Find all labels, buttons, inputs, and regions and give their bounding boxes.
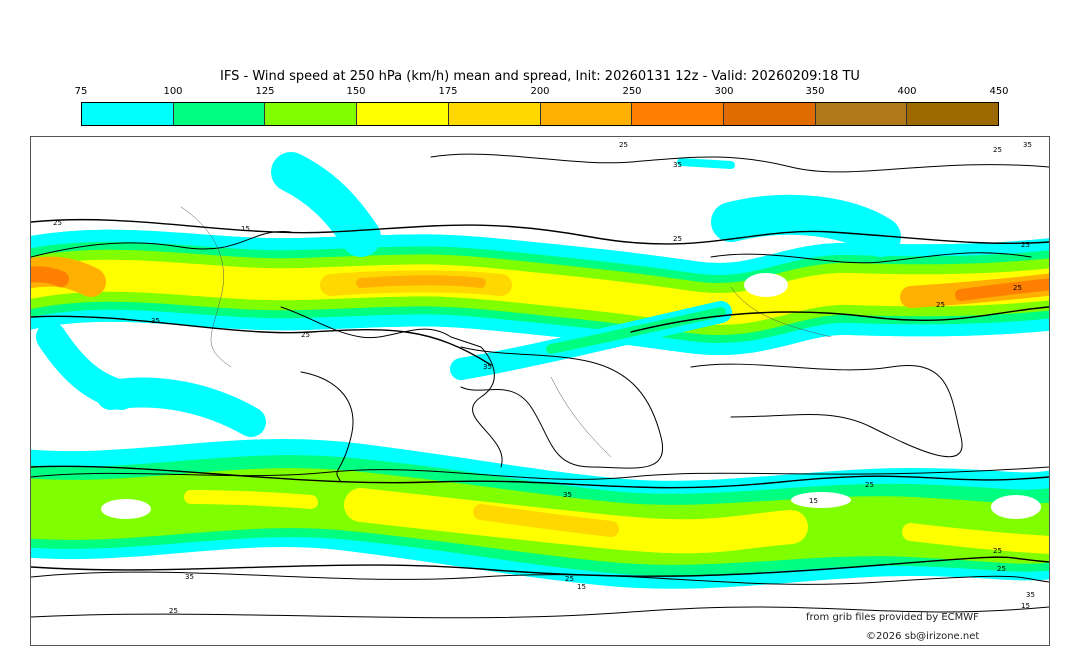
contour-label: 25 xyxy=(997,565,1006,573)
contour-label: 15 xyxy=(1021,602,1030,610)
data-source-credit: from grib files provided by ECMWF xyxy=(806,612,979,623)
contour-label: 25 xyxy=(1013,284,1022,292)
contour-label: 35 xyxy=(563,491,572,499)
color-scale-segment xyxy=(448,103,541,125)
map-canvas: 25 25 35 35 25 15 25 25 35 25 25 25 35 3… xyxy=(31,141,1049,619)
contour-label: 25 xyxy=(53,219,62,227)
color-scale-segment xyxy=(540,103,633,125)
legend-tick: 150 xyxy=(346,86,366,97)
color-scale-segment xyxy=(357,103,449,125)
color-scale-segment xyxy=(173,103,266,125)
legend-tick: 350 xyxy=(805,86,825,97)
legend-tick: 300 xyxy=(714,86,734,97)
color-scale-segment xyxy=(815,103,908,125)
contour-label: 25 xyxy=(169,607,178,615)
contour-label: 15 xyxy=(577,583,586,591)
contour-label: 35 xyxy=(673,161,682,169)
contour-label: 25 xyxy=(301,331,310,339)
southern-jet-stream xyxy=(31,439,1049,589)
color-scale-segment xyxy=(265,103,358,125)
wind-speed-map: 25 25 35 35 25 15 25 25 35 25 25 25 35 3… xyxy=(30,136,1050,646)
contour-label: 15 xyxy=(241,225,250,233)
color-scale-bar xyxy=(81,102,999,126)
chart-title: IFS - Wind speed at 250 hPa (km/h) mean … xyxy=(220,69,860,84)
contour-labels: 25 25 35 35 25 15 25 25 35 25 25 25 35 3… xyxy=(53,141,1035,615)
legend-tick: 250 xyxy=(622,86,642,97)
contour-label: 35 xyxy=(151,317,160,325)
contour-label: 35 xyxy=(1023,141,1032,149)
legend-tick: 125 xyxy=(255,86,275,97)
legend-tick: 450 xyxy=(989,86,1009,97)
contour-label: 25 xyxy=(865,481,874,489)
color-scale-segment xyxy=(723,103,816,125)
contour-label: 15 xyxy=(809,497,818,505)
color-scale-segment xyxy=(907,103,999,125)
legend-tick: 175 xyxy=(438,86,458,97)
contour-label: 35 xyxy=(185,573,194,581)
contour-label: 25 xyxy=(1021,241,1030,249)
contour-lines xyxy=(31,218,1049,577)
color-scale-segment xyxy=(632,103,724,125)
legend-tick: 100 xyxy=(163,86,183,97)
contour-label: 35 xyxy=(1026,591,1035,599)
color-scale-segment xyxy=(82,103,174,125)
contour-label: 25 xyxy=(993,547,1002,555)
contour-label: 25 xyxy=(673,235,682,243)
contour-label: 25 xyxy=(619,141,628,149)
contour-label: 35 xyxy=(483,363,492,371)
legend-tick: 200 xyxy=(530,86,550,97)
contour-label: 25 xyxy=(993,146,1002,154)
copyright-credit: ©2026 sb@irizone.net xyxy=(866,631,980,642)
northern-jet-stream xyxy=(31,152,1049,437)
contour-label: 25 xyxy=(565,575,574,583)
contour-label: 25 xyxy=(936,301,945,309)
legend-tick: 400 xyxy=(897,86,917,97)
legend-tick: 75 xyxy=(74,86,88,97)
